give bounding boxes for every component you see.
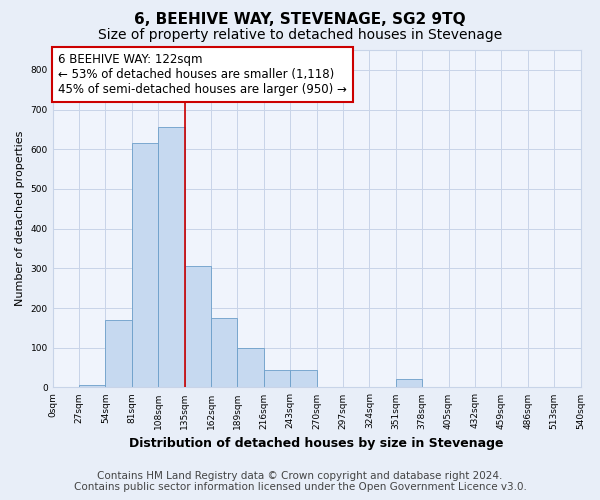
Bar xyxy=(396,380,422,388)
Bar xyxy=(290,370,317,388)
Y-axis label: Number of detached properties: Number of detached properties xyxy=(15,131,25,306)
Bar xyxy=(211,318,238,388)
Bar xyxy=(238,348,264,388)
Bar xyxy=(158,128,185,388)
Text: 6 BEEHIVE WAY: 122sqm
← 53% of detached houses are smaller (1,118)
45% of semi-d: 6 BEEHIVE WAY: 122sqm ← 53% of detached … xyxy=(58,54,347,96)
Bar xyxy=(79,386,106,388)
Bar xyxy=(132,144,158,388)
Text: Contains HM Land Registry data © Crown copyright and database right 2024.
Contai: Contains HM Land Registry data © Crown c… xyxy=(74,471,526,492)
X-axis label: Distribution of detached houses by size in Stevenage: Distribution of detached houses by size … xyxy=(130,437,504,450)
Bar xyxy=(185,266,211,388)
Bar xyxy=(106,320,132,388)
Bar xyxy=(264,370,290,388)
Text: 6, BEEHIVE WAY, STEVENAGE, SG2 9TQ: 6, BEEHIVE WAY, STEVENAGE, SG2 9TQ xyxy=(134,12,466,28)
Text: Size of property relative to detached houses in Stevenage: Size of property relative to detached ho… xyxy=(98,28,502,42)
